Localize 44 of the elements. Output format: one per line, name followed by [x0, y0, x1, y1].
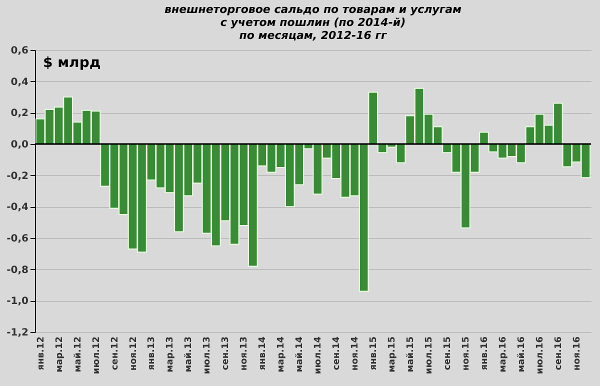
x-tick-label: сен.12: [110, 336, 120, 370]
x-tick-label: июл.12: [92, 336, 102, 374]
x-tick-label: мар.15: [388, 336, 398, 372]
x-tick-label: июл.14: [314, 336, 324, 374]
y-tick-label: 0,0: [10, 140, 29, 150]
x-tick-label: мар.16: [498, 336, 508, 372]
x-tick-label: мар.12: [54, 336, 65, 372]
x-tick-label: июл.13: [202, 336, 213, 374]
x-tick-label: июл.15: [424, 336, 435, 374]
y-tick-label: 0,2: [10, 108, 29, 120]
x-tick-label: ноя.13: [240, 336, 250, 371]
y-tick-label: -0,4: [6, 202, 29, 214]
x-tick-label: май.12: [73, 336, 84, 372]
x-tick-label: сен.14: [332, 336, 342, 370]
x-tick-label: янв.15: [369, 336, 380, 370]
x-tick-label: май.14: [295, 336, 306, 372]
y-tick-label: 0,6: [10, 46, 29, 56]
x-tick-label: июл.16: [535, 336, 546, 374]
y-tick-label: 0,4: [10, 76, 29, 88]
y-tick-label: -0,2: [6, 170, 29, 182]
x-tick-label: сен.13: [221, 336, 232, 370]
x-tick-label: ноя.15: [462, 336, 472, 371]
x-tick-label: сен.15: [443, 336, 454, 370]
x-tick-label: янв.14: [258, 336, 268, 370]
text: внешнеторговое сальдо по товарам и услугам: [164, 3, 462, 16]
text: по месяцам, 2012-16 гг: [239, 29, 387, 42]
x-tick-label: ноя.14: [350, 336, 361, 371]
x-tick-label: ноя.16: [572, 336, 582, 371]
x-tick-label: сен.16: [554, 336, 564, 370]
text: с учетом пошлин (по 2014-й): [220, 16, 406, 29]
y-tick-label: -1,0: [6, 296, 29, 308]
y-tick-label: -1,2: [6, 328, 29, 338]
y-axis-title: $ млрд: [43, 55, 101, 71]
x-tick-label: янв.12: [36, 336, 46, 370]
x-tick-label: мар.14: [276, 336, 287, 372]
y-tick-label: -0,6: [6, 234, 29, 244]
x-tick-label: май.16: [516, 336, 527, 372]
x-tick-label: ноя.12: [128, 336, 139, 371]
x-tick-label: мар.13: [166, 336, 176, 372]
y-tick-label: -0,8: [6, 264, 29, 276]
x-tick-label: янв.16: [480, 336, 490, 370]
x-tick-label: май.13: [184, 336, 194, 372]
x-tick-label: янв.13: [147, 336, 158, 370]
x-tick-label: май.15: [406, 336, 416, 372]
